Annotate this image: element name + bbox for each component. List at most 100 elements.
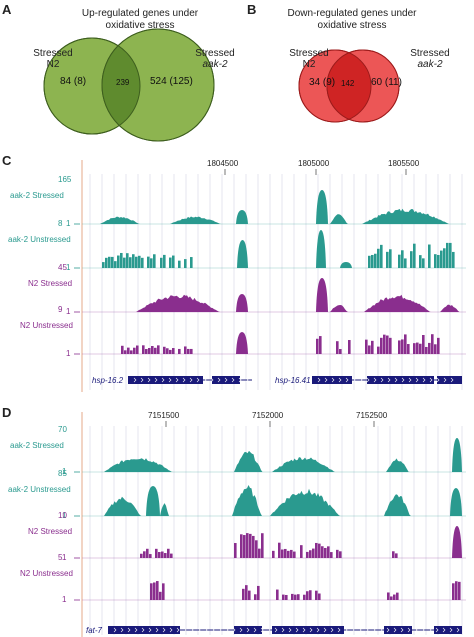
signal-bar <box>392 551 395 558</box>
signal-bar <box>161 551 164 558</box>
signal-bar <box>249 533 252 558</box>
signal-area <box>364 294 440 312</box>
gene-strand-arrow <box>168 377 172 383</box>
signal-bar <box>172 255 175 268</box>
gene-strand-arrow <box>323 627 327 633</box>
gene-strand-arrow <box>337 627 341 633</box>
signal-bar <box>138 255 141 268</box>
coordinate-label: 7152000 <box>252 411 284 420</box>
signal-bar <box>257 585 260 600</box>
panel-a-left-count: 84 (8) <box>60 76 87 87</box>
panel-d-letter: D <box>2 405 12 420</box>
gene-strand-arrow <box>435 627 439 633</box>
gene-strand-arrow <box>380 377 384 383</box>
panel-a-right-count: 524 (125) <box>150 76 193 87</box>
coordinate-label: 7152500 <box>356 411 388 420</box>
signal-bar <box>124 350 127 354</box>
signal-area <box>100 216 145 224</box>
signal-bar <box>446 242 449 268</box>
signal-bar <box>184 346 187 354</box>
gene-strand-arrow <box>162 627 166 633</box>
signal-bar <box>158 552 161 558</box>
gene-label: hsp-16.2 <box>92 376 124 385</box>
gene-strand-arrow <box>394 377 398 383</box>
signal-bar <box>258 548 261 558</box>
signal-bar <box>154 347 157 354</box>
track-max-label: 70 <box>58 425 67 434</box>
panel-b-left-count: 34 (9) <box>309 77 336 88</box>
signal-peak <box>452 526 462 558</box>
signal-bar <box>163 254 166 268</box>
signal-bar <box>434 254 437 268</box>
gene-strand-arrow <box>113 627 117 633</box>
signal-bar <box>386 251 389 268</box>
gene-exon <box>434 626 462 634</box>
track-name: N2 Unstressed <box>20 569 73 578</box>
signal-bar <box>153 582 156 600</box>
panel-b-left-label-line2: N2 <box>302 59 316 70</box>
signal-bar <box>234 543 237 558</box>
signal-bar <box>318 593 321 600</box>
signal-bar <box>290 549 293 558</box>
signal-bar <box>413 243 416 268</box>
signal-bar <box>172 348 175 354</box>
gene-strand-arrow <box>359 377 363 383</box>
signal-bar <box>398 340 401 354</box>
panel-a-right-label-line1: Stressed <box>195 48 235 59</box>
signal-peak <box>236 294 248 312</box>
signal-bar <box>135 256 138 268</box>
signal-bar <box>316 338 319 354</box>
gene-exon <box>312 376 352 384</box>
signal-bar <box>404 334 407 354</box>
signal-bar <box>190 257 193 268</box>
signal-bar <box>458 581 461 600</box>
panel-b-overlap-count: 142 <box>341 79 355 88</box>
gene-strand-arrow <box>134 627 138 633</box>
track-max-label: 85 <box>58 469 67 478</box>
signal-bar <box>396 592 399 600</box>
signal-bar <box>434 344 437 354</box>
panel-b-right-label: Stressed aak-2 <box>400 48 460 70</box>
signal-bar <box>162 583 165 600</box>
signal-bar <box>293 551 296 558</box>
signal-bar <box>419 343 422 354</box>
venn-a-outline-aak2 <box>101 28 215 142</box>
signal-bar <box>129 257 132 268</box>
signal-area <box>160 503 170 516</box>
gene-exon <box>384 626 412 634</box>
gene-strand-arrow <box>407 627 411 633</box>
signal-bar <box>425 346 428 354</box>
signal-bar <box>149 554 152 558</box>
signal-bar <box>155 548 158 558</box>
signal-bar <box>404 258 407 268</box>
gene-strand-arrow <box>225 627 229 633</box>
gene-strand-arrow <box>309 627 313 633</box>
signal-bar <box>255 540 258 558</box>
signal-area <box>104 496 146 516</box>
signal-bar <box>319 336 322 354</box>
signal-bar <box>150 258 153 268</box>
signal-bar <box>153 254 156 268</box>
signal-bar <box>306 551 309 558</box>
gene-strand-arrow <box>232 627 236 633</box>
track-min-label: 1 <box>66 219 71 228</box>
signal-bar <box>272 550 275 558</box>
signal-bar <box>143 551 146 558</box>
gene-strand-arrow <box>352 377 356 383</box>
signal-bar <box>261 533 264 558</box>
signal-bar <box>318 543 321 558</box>
signal-bar <box>348 340 351 354</box>
panel-a-letter: A <box>2 2 12 17</box>
signal-bar <box>389 249 392 268</box>
gene-strand-arrow <box>414 627 418 633</box>
signal-bar <box>452 251 455 268</box>
coordinate-label: 1805500 <box>388 159 420 168</box>
track-name: aak-2 Stressed <box>10 191 64 200</box>
signal-bar <box>170 553 173 558</box>
signal-peak <box>452 438 462 472</box>
track-min-label: 1 <box>62 511 67 520</box>
signal-bar <box>416 342 419 354</box>
track-min-label: 1 <box>66 263 71 272</box>
